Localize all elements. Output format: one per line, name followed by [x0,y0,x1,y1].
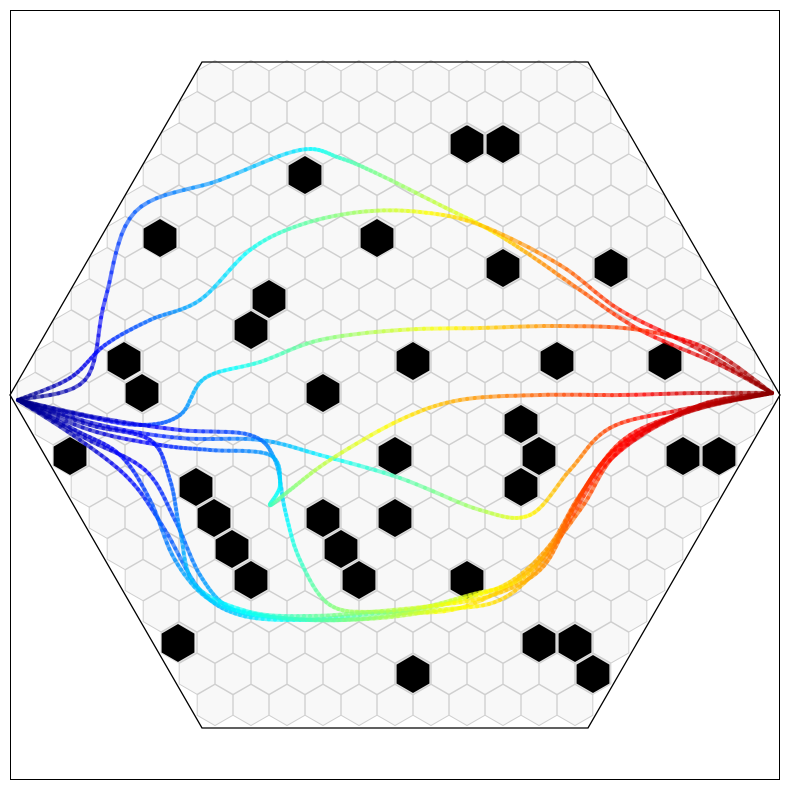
trajectory-segment [767,393,772,394]
